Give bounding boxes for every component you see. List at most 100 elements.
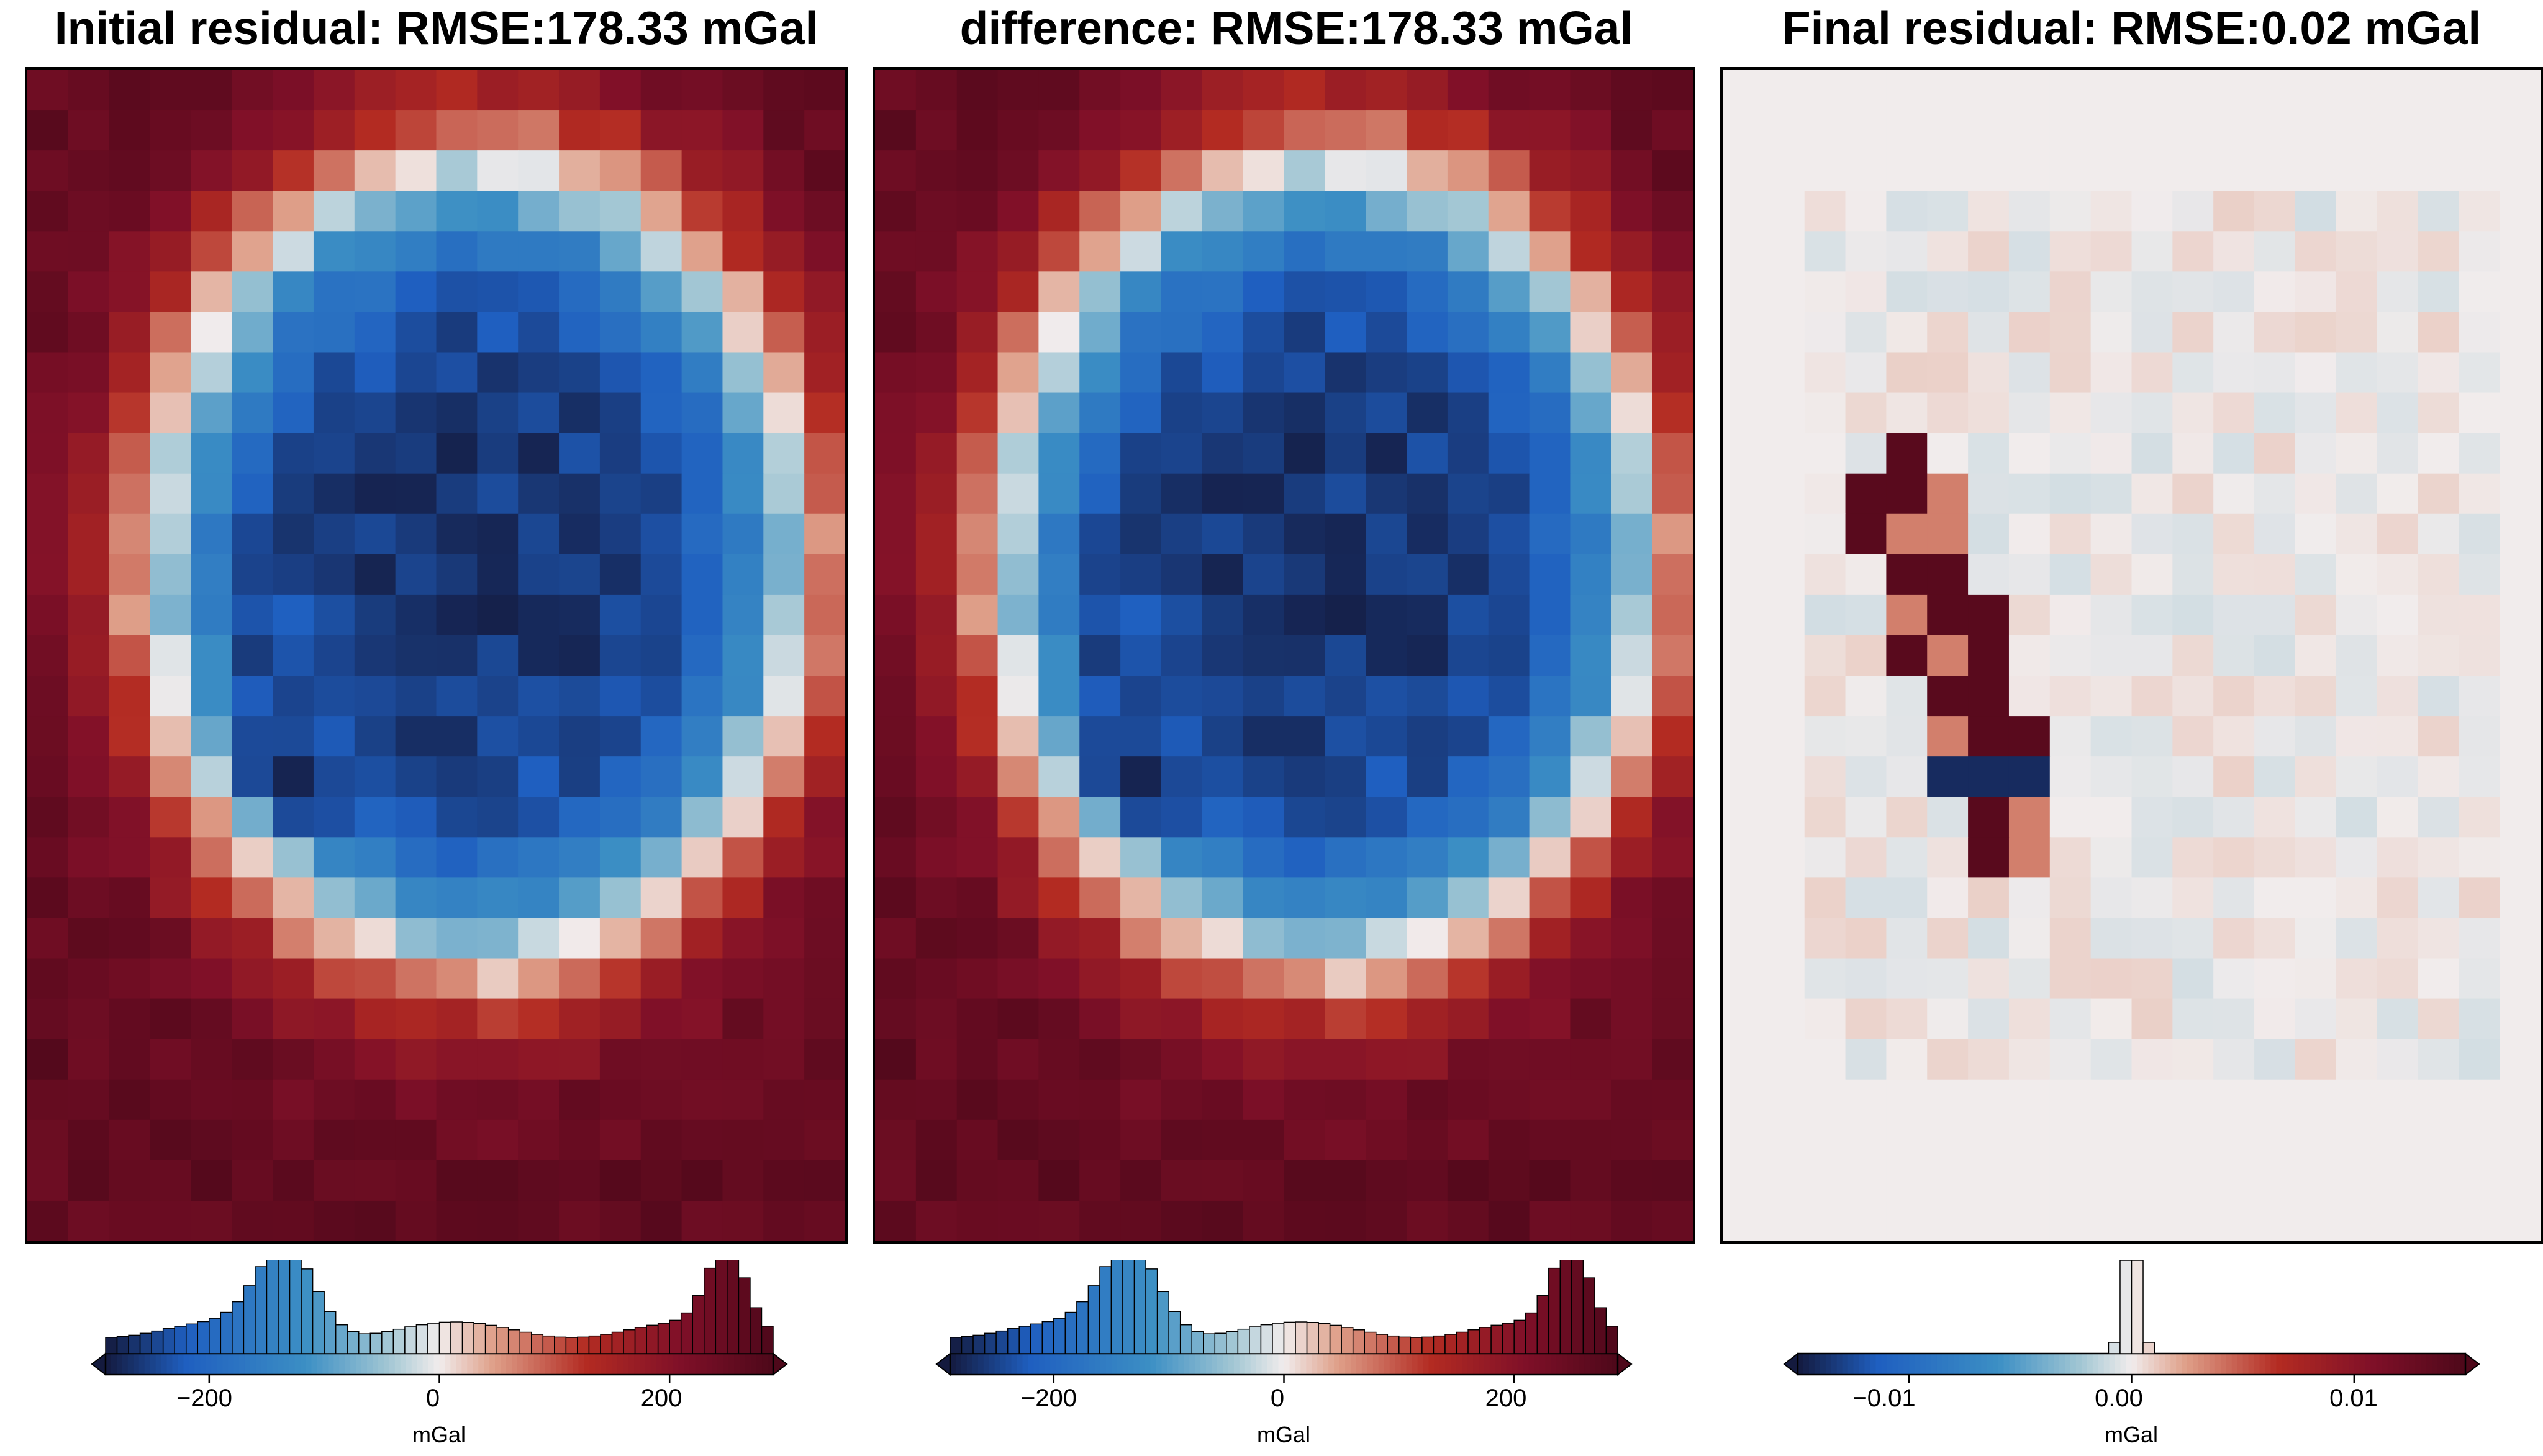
colorbar-segment: [517, 1354, 524, 1375]
heatmap-cell: [1038, 918, 1080, 959]
colorbar-segment: [2003, 1354, 2010, 1375]
heatmap-cell: [1243, 1200, 1284, 1241]
histogram-bar: [519, 1331, 532, 1354]
histogram-bar: [542, 1335, 555, 1354]
heatmap-cell: [1407, 998, 1448, 1040]
colorbar-segment: [1456, 1354, 1462, 1375]
heatmap-cell: [1845, 433, 1887, 474]
heatmap-cell: [2131, 513, 2173, 555]
heatmap-cell: [2049, 756, 2092, 797]
heatmap-cell: [1202, 312, 1244, 353]
colorbar-segment: [2421, 1354, 2427, 1375]
colorbar-segment: [689, 1354, 696, 1375]
heatmap-cell: [956, 797, 999, 838]
heatmap-cell: [2049, 473, 2092, 515]
heatmap-cell: [2213, 271, 2255, 312]
heatmap-cell: [681, 1119, 723, 1161]
colorbar-segment: [1556, 1354, 1563, 1375]
heatmap-cell: [599, 150, 641, 191]
heatmap-cell: [640, 1079, 682, 1121]
heatmap-cell: [2500, 1200, 2541, 1241]
heatmap-cell: [997, 231, 1039, 272]
heatmap-cell: [2090, 392, 2132, 434]
heatmap-cell: [1886, 554, 1928, 595]
heatmap-cell: [1611, 191, 1652, 232]
heatmap-cell: [2008, 513, 2051, 555]
heatmap-cell: [27, 554, 69, 595]
heatmap-cell: [1202, 998, 1244, 1040]
heatmap-cell: [804, 433, 845, 474]
colorbar-segment: [189, 1354, 195, 1375]
heatmap-cell: [722, 716, 764, 757]
heatmap-cell: [436, 635, 478, 676]
heatmap-cell: [1652, 676, 1693, 717]
heatmap-cell: [2049, 837, 2092, 878]
colorbar-segment: [1612, 1354, 1618, 1375]
heatmap-cell: [2131, 756, 2173, 797]
heatmap-cell: [640, 271, 682, 312]
colorbar-segment: [2231, 1354, 2238, 1375]
heatmap-cell: [2377, 352, 2418, 394]
heatmap-cell: [1366, 1119, 1407, 1161]
colorbar-segment: [2426, 1354, 2432, 1375]
colorbar-segment: [2342, 1354, 2349, 1375]
histogram-bar: [1041, 1321, 1054, 1354]
colorbar-segment: [1439, 1354, 1446, 1375]
heatmap-cell: [1886, 1039, 1928, 1080]
heatmap-cell: [2213, 554, 2255, 595]
heatmap-cell: [2459, 513, 2500, 555]
heatmap-cell: [1570, 271, 1611, 312]
colorbar-segment: [1462, 1354, 1468, 1375]
heatmap-cell: [1886, 676, 1928, 717]
heatmap-cell: [2295, 513, 2337, 555]
heatmap-cell: [354, 191, 396, 232]
heatmap-cell: [1488, 554, 1530, 595]
heatmap-cell: [1325, 513, 1366, 555]
heatmap-cell: [518, 1160, 560, 1201]
heatmap-cell: [1202, 554, 1244, 595]
heatmap-cell: [477, 1039, 519, 1080]
heatmap-cell: [2500, 716, 2541, 757]
colorbar-segment: [2276, 1354, 2282, 1375]
heatmap-cell: [354, 676, 396, 717]
heatmap-cell: [2418, 110, 2459, 151]
heatmap-cell: [1927, 231, 1969, 272]
heatmap-cell: [997, 271, 1039, 312]
heatmap-cell: [27, 352, 69, 394]
heatmap-cell: [354, 594, 396, 636]
heatmap-cell: [1325, 191, 1366, 232]
heatmap-cell: [599, 352, 641, 394]
heatmap-cell: [1447, 231, 1489, 272]
heatmap-cell: [640, 1200, 682, 1241]
heatmap-cell: [956, 1079, 999, 1121]
colorbar-segment: [1200, 1354, 1207, 1375]
heatmap-cell: [2213, 231, 2255, 272]
histogram-bar: [484, 1324, 497, 1354]
colorbar-segment: [1128, 1354, 1135, 1375]
heatmap-cell: [1120, 110, 1162, 151]
colorbar-segment: [317, 1354, 323, 1375]
heatmap-cell: [27, 231, 69, 272]
heatmap-cell: [1202, 513, 1244, 555]
heatmap-cell: [2459, 837, 2500, 878]
heatmap-cell: [2295, 70, 2337, 111]
heatmap-cell: [1407, 635, 1448, 676]
heatmap-cell: [232, 150, 273, 191]
heatmap-cell: [956, 756, 999, 797]
heatmap-cell: [804, 918, 845, 959]
heatmap-cell: [150, 231, 191, 272]
colorbar-segment: [2126, 1354, 2133, 1375]
heatmap-cell: [1325, 797, 1366, 838]
heatmap-cell: [27, 473, 69, 515]
heatmap-cell: [1611, 1039, 1652, 1080]
colorbar-segment: [445, 1354, 451, 1375]
heatmap-cell: [273, 756, 314, 797]
heatmap-cell: [232, 110, 273, 151]
heatmap-cell: [232, 635, 273, 676]
histogram-bar: [1133, 1260, 1146, 1354]
heatmap-cell: [477, 110, 519, 151]
heatmap-cell: [1804, 513, 1846, 555]
colorbar-segment: [450, 1354, 456, 1375]
histogram-bar: [358, 1333, 371, 1354]
heatmap-cell: [2090, 70, 2132, 111]
